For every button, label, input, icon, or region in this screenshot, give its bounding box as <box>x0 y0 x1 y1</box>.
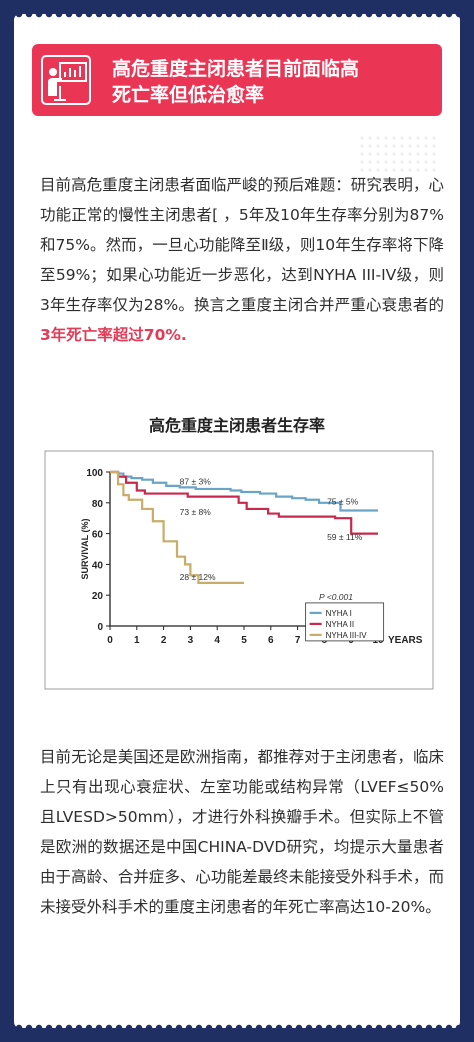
x-tick-label: 7 <box>295 635 301 646</box>
x-tick-label: 6 <box>268 635 274 646</box>
legend-label: NYHA III-IV <box>326 631 368 640</box>
intro-paragraph: 目前高危重度主闭患者面临严峻的预后难题：研究表明，心功能正常的慢性主闭患者[ ，… <box>40 170 444 350</box>
stamp-edge-bottom <box>14 1018 460 1028</box>
x-tick-label: 5 <box>241 635 247 646</box>
mortality-highlight: 3年死亡率超过70%. <box>40 326 187 344</box>
article-card: 高危重度主闭患者目前面临高 死亡率但低治愈率 目前高危重度主闭患者面临严峻的预后… <box>14 14 460 1028</box>
series-line-3 <box>110 470 244 584</box>
legend-label: NYHA II <box>326 620 354 629</box>
series-line-2 <box>110 470 378 535</box>
decorative-dots <box>358 134 438 174</box>
data-annotation: 87 ± 3% <box>180 476 212 486</box>
stamp-edge-top <box>14 14 460 24</box>
data-annotation: 59 ± 11% <box>327 532 363 542</box>
data-annotation: 28 ± 12% <box>180 572 216 582</box>
data-annotation: 73 ± 8% <box>180 507 212 517</box>
y-tick-label: 0 <box>97 622 103 633</box>
x-axis-label: YEARS <box>388 635 423 646</box>
guideline-paragraph: 目前无论是美国还是欧洲指南，都推荐对于主闭患者，临床上只有出现心衰症状、左室功能… <box>40 748 444 916</box>
y-tick-label: 20 <box>92 591 104 602</box>
chart-title: 高危重度主闭患者生存率 <box>148 416 325 435</box>
y-tick-label: 80 <box>92 499 104 510</box>
banner-title-line2: 死亡率但低治愈率 <box>112 84 265 106</box>
data-annotation: 75 ± 5% <box>327 496 359 506</box>
y-tick-label: 100 <box>86 468 103 479</box>
survival-chart: 020406080100012345678910YEARSSURVIVAL (%… <box>44 450 434 690</box>
banner-title: 高危重度主闭患者目前面临高 死亡率但低治愈率 <box>112 56 432 108</box>
intro-text: 目前高危重度主闭患者面临严峻的预后难题：研究表明，心功能正常的慢性主闭患者[ ，… <box>40 176 444 314</box>
banner-title-line1: 高危重度主闭患者目前面临高 <box>112 58 360 80</box>
x-tick-label: 3 <box>188 635 194 646</box>
p-value-label: P <0.001 <box>319 592 353 602</box>
x-tick-label: 2 <box>161 635 167 646</box>
series-line-1 <box>110 470 378 512</box>
y-axis-label: SURVIVAL (%) <box>80 518 90 579</box>
x-tick-label: 0 <box>107 635 113 646</box>
legend-label: NYHA I <box>326 609 352 618</box>
presenter-chart-icon <box>41 55 91 105</box>
x-tick-label: 1 <box>134 635 140 646</box>
y-tick-label: 40 <box>92 560 104 571</box>
y-tick-label: 60 <box>92 530 104 541</box>
section-banner: 高危重度主闭患者目前面临高 死亡率但低治愈率 <box>32 44 442 116</box>
x-tick-label: 4 <box>214 635 220 646</box>
chart-frame <box>44 450 434 690</box>
